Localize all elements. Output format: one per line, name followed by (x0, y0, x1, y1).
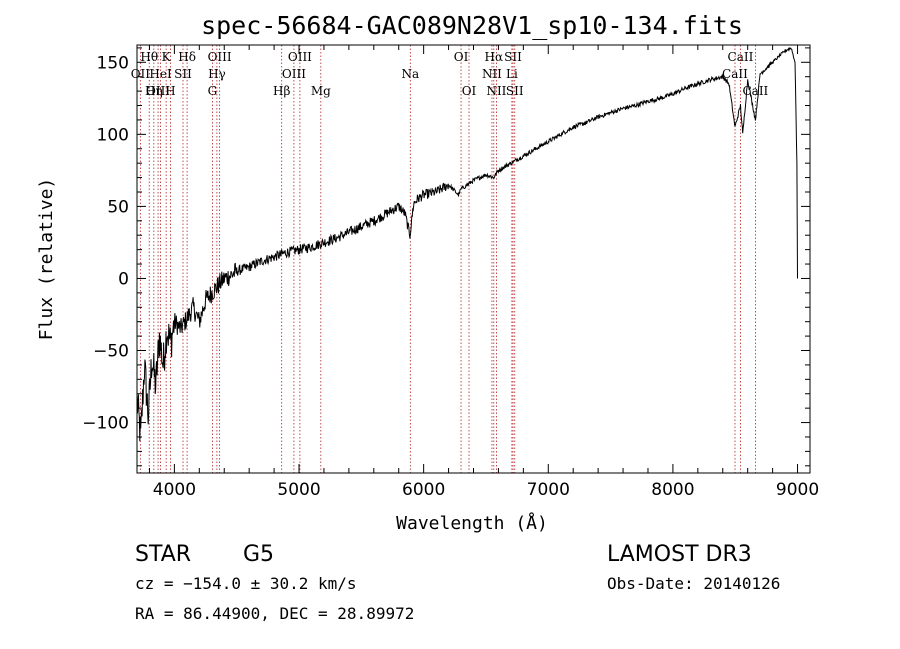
line-label-11: G (208, 84, 218, 98)
line-label-6: Hδ (178, 50, 196, 64)
x-tick-label-2: 6000 (402, 480, 445, 500)
line-label-2: OIII (146, 84, 170, 98)
line-label-20: NII (482, 67, 502, 81)
line-label-26: CaII (722, 67, 748, 81)
line-label-24: SII (506, 84, 524, 98)
line-label-5: Hη (145, 84, 163, 98)
y-axis-label: Flux (relative) (36, 178, 57, 341)
line-label-23: Li (506, 67, 518, 81)
redshift-velocity: cz = −154.0 ± 30.2 km/s (135, 574, 357, 593)
x-axis-ticks: 4000 5000 6000 7000 8000 9000 (148, 45, 819, 500)
spectrum-line (136, 46, 798, 442)
spectral-line-markers (139, 45, 756, 473)
plot-frame (136, 44, 811, 474)
line-label-4: HeI (149, 67, 172, 81)
line-label-12: OIII (288, 50, 312, 64)
observation-date: Obs-Date: 20140126 (607, 574, 780, 593)
y-tick-label-3: 50 (107, 197, 129, 217)
x-tick-label-4: 8000 (651, 480, 694, 500)
line-label-0: Hθ (140, 50, 158, 64)
x-tick-label-5: 9000 (776, 480, 819, 500)
y-tick-label-1: −50 (93, 342, 129, 362)
line-label-22: SII (504, 50, 522, 64)
line-label-3: K (162, 50, 172, 64)
x-tick-label-3: 7000 (527, 480, 570, 500)
line-label-8: H (165, 84, 175, 98)
line-label-25: CaII (728, 50, 754, 64)
line-label-7: SII (174, 67, 192, 81)
y-tick-label-5: 150 (97, 53, 129, 73)
line-label-18: OI (462, 84, 477, 98)
line-label-27: CaII (742, 84, 768, 98)
coordinates: RA = 86.44900, DEC = 28.89972 (135, 604, 414, 623)
spectrum-series (136, 46, 798, 442)
x-tick-label-1: 5000 (277, 480, 320, 500)
line-label-21: NII (486, 84, 506, 98)
line-label-13: OIII (282, 67, 306, 81)
line-label-1: OII (131, 67, 151, 81)
y-tick-label-4: 100 (97, 125, 129, 145)
line-label-10: Hγ (208, 67, 226, 81)
object-type: STAR (135, 542, 191, 567)
line-label-14: Hβ (273, 84, 290, 98)
chart-title: spec-56684-GAC089N28V1_sp10-134.fits (201, 11, 743, 40)
line-label-16: Na (401, 67, 419, 81)
y-tick-label-2: 0 (118, 269, 129, 289)
x-tick-label-0: 4000 (153, 480, 196, 500)
line-label-19: Hα (485, 50, 504, 64)
subclass: G5 (243, 542, 274, 567)
y-axis-ticks: −100 −50 0 50 100 150 (82, 47, 810, 467)
y-tick-label-0: −100 (82, 414, 129, 434)
line-label-17: OI (454, 50, 469, 64)
line-label-9: OIII (208, 50, 232, 64)
survey-name: LAMOST DR3 (607, 542, 752, 567)
x-axis-label: Wavelength (Å) (396, 512, 548, 534)
line-label-15: Mg (311, 84, 331, 98)
